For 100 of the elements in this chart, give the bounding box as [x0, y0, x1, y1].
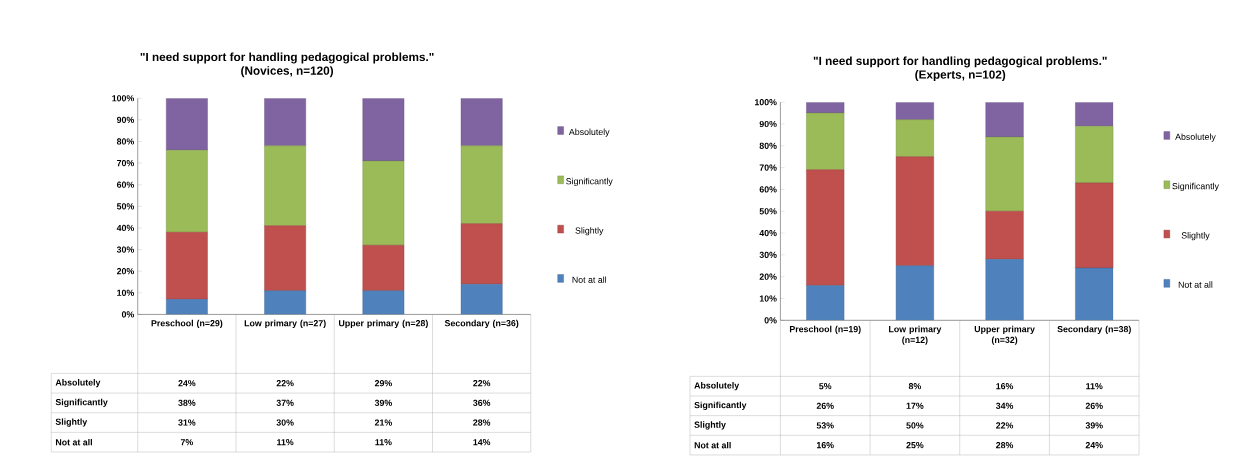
- data-label: 22%: [996, 422, 1014, 429]
- data-label: 30%: [276, 419, 294, 426]
- bar: [460, 223, 503, 285]
- data-label: 39%: [1085, 422, 1103, 429]
- legend-label: Slightly: [575, 227, 604, 236]
- legend-label: Slightly: [1181, 232, 1210, 241]
- data-label: 28%: [996, 442, 1014, 449]
- y-tick-label: 70%: [759, 164, 777, 171]
- legend-label: Absolutely: [1175, 133, 1216, 142]
- bar: [806, 112, 845, 171]
- y-tick-label: 70%: [117, 160, 135, 167]
- x-tick-label: Low primary (n=12): [889, 325, 942, 345]
- data-label: 22%: [276, 380, 294, 387]
- text: Slightly: [694, 421, 726, 430]
- bar: [1075, 102, 1114, 127]
- data-label: 26%: [816, 402, 834, 410]
- bar: [362, 98, 405, 162]
- data-label: 16%: [996, 383, 1014, 390]
- bar: [362, 290, 405, 315]
- data-label: 29%: [374, 380, 392, 387]
- y-tick-label: 50%: [116, 203, 135, 210]
- y-tick-label: 100%: [754, 99, 777, 106]
- chart-subtitle: (Novices, n=120): [241, 66, 334, 78]
- data-label: 31%: [178, 419, 196, 426]
- bar: [264, 98, 306, 147]
- data-label: 5%: [819, 383, 832, 390]
- y-tick-label: 20%: [759, 273, 777, 280]
- bar: [264, 145, 306, 227]
- y-tick-label: 90%: [116, 116, 135, 124]
- y-tick-label: 80%: [116, 138, 135, 145]
- data-label: 22%: [473, 380, 491, 387]
- bar: [895, 156, 934, 267]
- bar: [362, 160, 405, 246]
- text: Not at all: [694, 441, 731, 449]
- bar: [985, 259, 1024, 321]
- y-tick-label: 100%: [112, 95, 135, 102]
- data-label: 16%: [816, 442, 834, 449]
- y-tick-label: 10%: [759, 295, 777, 302]
- y-tick-label: 50%: [759, 208, 777, 215]
- y-tick-label: 40%: [116, 224, 135, 232]
- bar: [806, 169, 845, 286]
- data-label: 38%: [178, 399, 196, 407]
- y-tick-label: 20%: [116, 268, 135, 275]
- data-label: 34%: [995, 402, 1014, 410]
- text: Absolutely: [55, 379, 101, 388]
- bar: [985, 211, 1024, 260]
- data-label: 36%: [473, 399, 491, 407]
- y-tick-label: 60%: [759, 186, 777, 193]
- data-label: 7%: [180, 439, 193, 446]
- data-label: 8%: [908, 383, 922, 390]
- bar: [1075, 126, 1114, 184]
- data-label: 25%: [906, 442, 924, 449]
- data-label: 11%: [375, 439, 392, 446]
- bar: [1075, 267, 1114, 321]
- y-tick-label: 30%: [759, 251, 777, 259]
- data-label: 28%: [473, 419, 491, 426]
- bar: [166, 232, 208, 300]
- x-tick-label: Upper primary (n=32): [974, 325, 1035, 345]
- x-tick-label: Preschool (n=29): [151, 319, 223, 329]
- data-label: 39%: [374, 399, 392, 407]
- data-label: 11%: [277, 439, 294, 446]
- data-label: 17%: [906, 402, 924, 409]
- data-label: 50%: [906, 422, 924, 429]
- x-tick-label: Preschool (n=19): [789, 325, 861, 335]
- bar: [895, 119, 934, 157]
- bar: [895, 265, 934, 321]
- data-label: 37%: [276, 399, 294, 407]
- bar: [362, 245, 405, 291]
- bar: [806, 285, 845, 321]
- text: Significantly: [694, 401, 747, 411]
- bar: [460, 284, 503, 315]
- x-tick-label: Secondary (n=36): [444, 319, 519, 329]
- legend-label: Not at all: [572, 276, 607, 283]
- y-tick-label: 90%: [759, 120, 777, 128]
- legend-label: Significantly: [566, 177, 613, 187]
- data-label: 53%: [816, 422, 834, 429]
- chart-title: "I need support for handling pedagogical problems.": [140, 52, 434, 64]
- text: Significantly: [55, 398, 108, 408]
- legend-label: Not at all: [1178, 281, 1213, 288]
- data-label: 24%: [178, 380, 196, 387]
- data-label: 14%: [473, 439, 491, 446]
- y-tick-label: 10%: [117, 289, 135, 297]
- data-label: 11%: [1086, 383, 1103, 390]
- bar: [895, 102, 934, 120]
- bar: [264, 225, 306, 291]
- x-tick-label: Upper primary (n=28): [338, 319, 428, 329]
- y-tick-label: 40%: [759, 230, 777, 237]
- data-label: 24%: [1085, 442, 1103, 449]
- y-tick-label: 60%: [116, 181, 135, 188]
- text: Absolutely: [694, 382, 740, 391]
- y-tick-label: 80%: [759, 142, 777, 149]
- x-tick-label: Low primary (n=27): [244, 319, 326, 329]
- bar: [460, 98, 503, 147]
- x-tick-label: Secondary (n=38): [1057, 325, 1131, 335]
- data-label: 26%: [1085, 402, 1103, 410]
- chart-title: "I need support for handling pedagogical problems.": [813, 56, 1107, 68]
- bar: [985, 102, 1024, 138]
- chart-subtitle: (Experts, n=102): [915, 70, 1006, 82]
- legend-label: Absolutely: [568, 128, 610, 137]
- legend-label: Significantly: [1172, 182, 1219, 192]
